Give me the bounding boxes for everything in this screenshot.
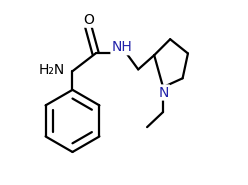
Text: O: O: [83, 13, 94, 27]
Text: NH: NH: [112, 40, 132, 54]
Text: N: N: [159, 85, 169, 100]
Text: H₂N: H₂N: [39, 63, 65, 77]
